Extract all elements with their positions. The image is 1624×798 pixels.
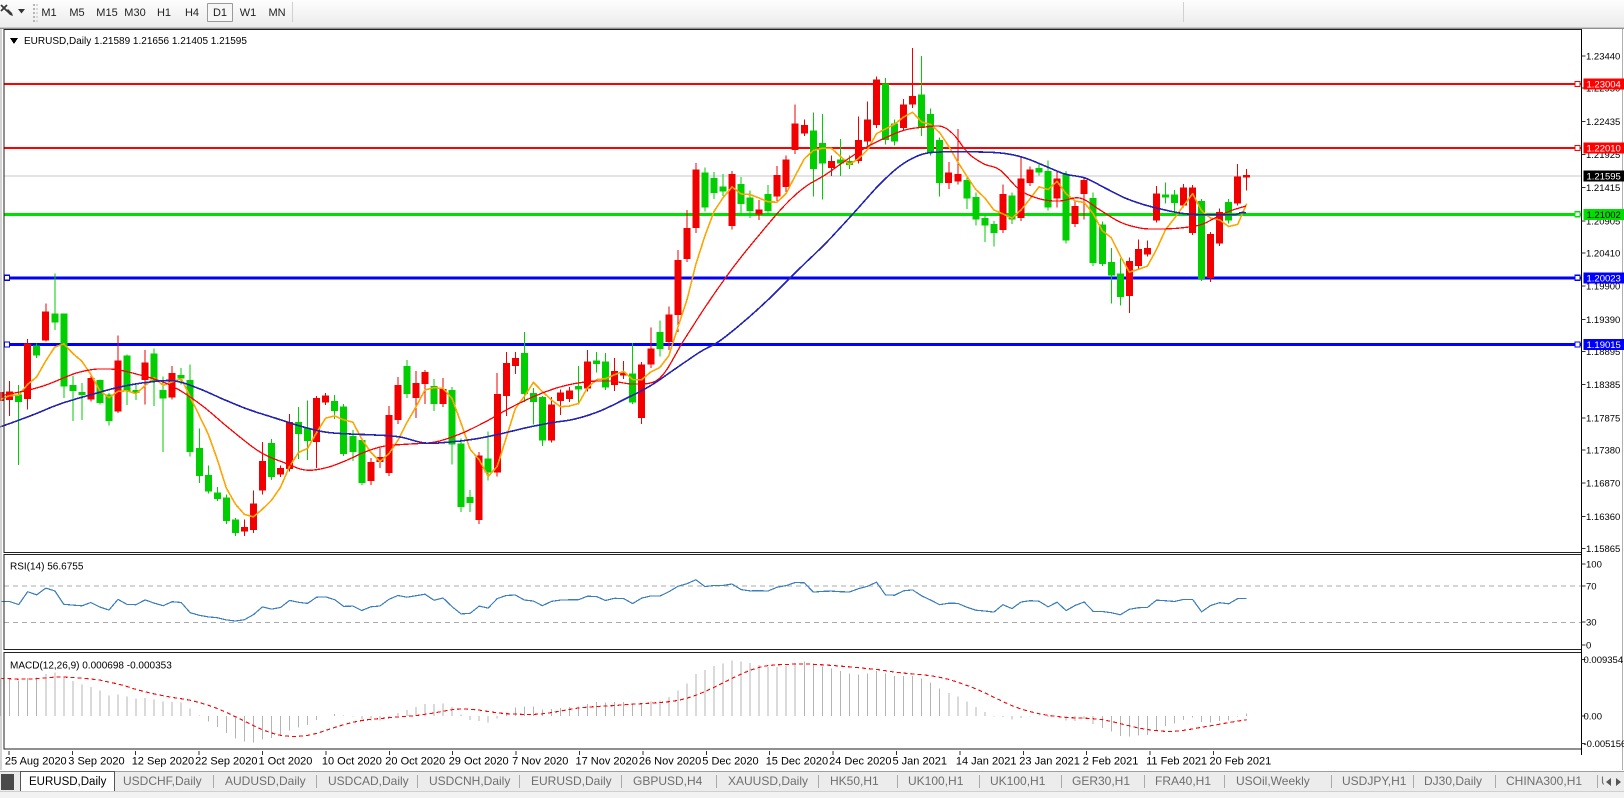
svg-text:1.19390: 1.19390 (1586, 315, 1620, 326)
svg-text:25 Aug 2020: 25 Aug 2020 (5, 756, 67, 768)
svg-text:7 Nov 2020: 7 Nov 2020 (512, 756, 568, 768)
svg-text:0.00: 0.00 (1584, 712, 1603, 723)
svg-text:1.21925: 1.21925 (1586, 150, 1620, 161)
svg-text:0: 0 (1586, 641, 1591, 652)
svg-text:1.17875: 1.17875 (1586, 413, 1620, 424)
svg-text:1.16360: 1.16360 (1586, 512, 1620, 523)
svg-text:20 Oct 2020: 20 Oct 2020 (385, 756, 445, 768)
svg-text:11 Feb 2021: 11 Feb 2021 (1146, 756, 1207, 768)
svg-text:1.23440: 1.23440 (1586, 52, 1620, 63)
svg-text:100: 100 (1586, 560, 1602, 571)
svg-text:1.18385: 1.18385 (1586, 380, 1620, 391)
svg-text:1.19900: 1.19900 (1586, 282, 1620, 293)
svg-text:-0.005156: -0.005156 (1584, 739, 1624, 750)
svg-text:EURUSD,Daily 1.21589 1.21656: EURUSD,Daily 1.21589 1.21656 1.21405 1.2… (24, 36, 247, 47)
svg-text:30: 30 (1586, 618, 1597, 629)
svg-text:1.17380: 1.17380 (1586, 446, 1620, 457)
svg-text:5 Dec 2020: 5 Dec 2020 (702, 756, 758, 768)
svg-text:1.22435: 1.22435 (1586, 117, 1620, 128)
svg-text:1.23004: 1.23004 (1587, 80, 1621, 91)
svg-text:22 Sep 2020: 22 Sep 2020 (195, 756, 257, 768)
svg-text:RSI(14) 56.6755: RSI(14) 56.6755 (10, 562, 84, 573)
svg-text:5 Jan 2021: 5 Jan 2021 (893, 756, 947, 768)
svg-text:20 Feb 2021: 20 Feb 2021 (1210, 756, 1272, 768)
svg-text:1.22010: 1.22010 (1587, 144, 1621, 155)
svg-text:3 Sep 2020: 3 Sep 2020 (68, 756, 124, 768)
svg-text:17 Nov 2020: 17 Nov 2020 (576, 756, 638, 768)
svg-text:12 Sep 2020: 12 Sep 2020 (132, 756, 194, 768)
svg-text:1.19015: 1.19015 (1587, 340, 1621, 351)
svg-text:1.18895: 1.18895 (1586, 347, 1620, 358)
svg-text:0.009354: 0.009354 (1584, 655, 1624, 666)
svg-text:1.21415: 1.21415 (1586, 183, 1620, 194)
svg-text:1.20905: 1.20905 (1586, 216, 1620, 227)
svg-text:14 Jan 2021: 14 Jan 2021 (956, 756, 1017, 768)
svg-text:1.20410: 1.20410 (1586, 249, 1620, 260)
svg-text:2 Feb 2021: 2 Feb 2021 (1083, 756, 1139, 768)
svg-text:23 Jan 2021: 23 Jan 2021 (1019, 756, 1080, 768)
svg-text:1 Oct 2020: 1 Oct 2020 (259, 756, 313, 768)
svg-text:10 Oct 2020: 10 Oct 2020 (322, 756, 382, 768)
svg-text:70: 70 (1586, 582, 1597, 593)
svg-text:MACD(12,26,9) 0.000698 -0.0003: MACD(12,26,9) 0.000698 -0.000353 (10, 661, 172, 672)
svg-text:1.21595: 1.21595 (1587, 172, 1621, 183)
svg-text:1.20023: 1.20023 (1587, 273, 1621, 284)
svg-text:1.15865: 1.15865 (1586, 544, 1620, 555)
svg-text:15 Dec 2020: 15 Dec 2020 (766, 756, 828, 768)
svg-text:26 Nov 2020: 26 Nov 2020 (639, 756, 701, 768)
svg-text:1.21002: 1.21002 (1587, 210, 1621, 221)
svg-text:24 Dec 2020: 24 Dec 2020 (829, 756, 891, 768)
svg-text:29 Oct 2020: 29 Oct 2020 (449, 756, 509, 768)
svg-text:1.16870: 1.16870 (1586, 479, 1620, 490)
